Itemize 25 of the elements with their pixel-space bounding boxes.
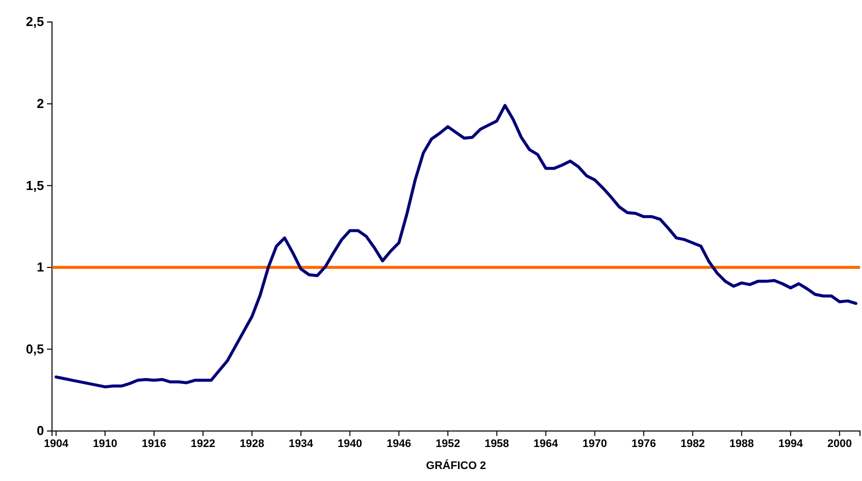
x-tick-label: 1946 — [386, 438, 412, 450]
y-tick-label: 2 — [36, 96, 44, 111]
x-axis-title: GRÁFICO 2 — [426, 459, 486, 472]
x-tick-label: 1958 — [484, 438, 510, 450]
y-tick-label: 1,5 — [26, 178, 44, 193]
x-tick-label: 1934 — [288, 438, 314, 450]
y-tick-label: 0 — [36, 423, 44, 438]
x-tick-label: 1970 — [582, 438, 607, 450]
x-tick-label: 1976 — [631, 438, 656, 450]
x-tick-label: 1982 — [680, 438, 705, 450]
x-tick-label: 1910 — [92, 438, 118, 450]
x-tick-label: 1964 — [534, 438, 559, 450]
y-tick-label: 0,5 — [26, 341, 44, 356]
y-tick-label: 1 — [36, 260, 44, 275]
line-series — [54, 104, 858, 388]
y-tick-label: 2,5 — [26, 14, 44, 30]
x-tick-label: 1994 — [778, 438, 804, 450]
x-tick-label: 1904 — [44, 438, 70, 450]
x-tick-label: 1952 — [436, 438, 460, 450]
x-tick-label: 1916 — [142, 438, 166, 450]
x-tick-label: 1940 — [338, 438, 362, 450]
x-tick-label: 1988 — [729, 438, 754, 450]
x-tick-label: 1922 — [190, 438, 216, 450]
x-tick-label: 1928 — [240, 438, 264, 450]
x-tick-label: 2000 — [827, 438, 852, 450]
